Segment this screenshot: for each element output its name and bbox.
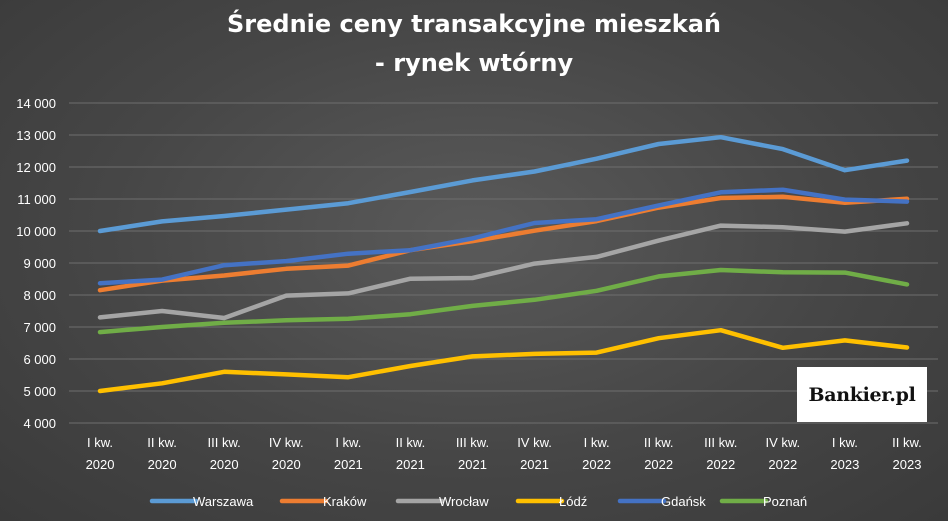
x-tick-label-quarter: I kw. — [832, 435, 858, 450]
series-line-łódź — [97, 327, 910, 394]
series-line-gdańsk — [97, 187, 910, 286]
series-line-poznań — [97, 267, 910, 335]
x-tick-label-year: 2020 — [148, 457, 177, 472]
series-line-wrocław — [97, 221, 910, 321]
x-tick-label-quarter: II kw. — [147, 435, 177, 450]
x-tick-label-year: 2021 — [520, 457, 549, 472]
bankier-logo: Bankier.pl — [797, 367, 927, 422]
y-tick-label: 4 000 — [23, 416, 56, 431]
legend: Warszawa Kraków Wrocław Łódź Gdańsk Poznań — [149, 494, 807, 509]
x-tick-label-quarter: III kw. — [208, 435, 241, 450]
x-tick-label-year: 2022 — [706, 457, 735, 472]
chart-title-line-1: Średnie ceny transakcyjne mieszkań — [227, 8, 721, 38]
y-tick-label: 5 000 — [23, 384, 56, 399]
x-tick-label-quarter: IV kw. — [269, 435, 304, 450]
x-tick-label-quarter: II kw. — [644, 435, 674, 450]
x-tick-label-quarter: II kw. — [396, 435, 426, 450]
y-tick-label: 9 000 — [23, 256, 56, 271]
x-tick-label-year: 2021 — [334, 457, 363, 472]
x-tick-label-quarter: IV kw. — [517, 435, 552, 450]
y-tick-label: 14 000 — [16, 96, 56, 111]
legend-label: Gdańsk — [661, 494, 706, 509]
x-tick-label-quarter: I kw. — [584, 435, 610, 450]
y-tick-label: 11 000 — [17, 192, 56, 207]
series-line-warszawa — [97, 134, 910, 234]
x-tick-label-year: 2022 — [644, 457, 673, 472]
y-tick-label: 7 000 — [23, 320, 56, 335]
y-tick-label: 12 000 — [16, 160, 56, 175]
series-lines — [97, 134, 910, 394]
legend-label: Warszawa — [193, 494, 254, 509]
series-line-kraków — [97, 194, 910, 293]
x-tick-label-year: 2020 — [86, 457, 115, 472]
x-tick-label-year: 2022 — [768, 457, 797, 472]
legend-label: Wrocław — [439, 494, 489, 509]
x-tick-label-year: 2021 — [396, 457, 425, 472]
y-tick-label: 8 000 — [23, 288, 56, 303]
bankier-logo-text: Bankier.pl — [808, 383, 916, 406]
x-axis-ticks: I kw. 2020 II kw. 2020 III kw. 2020 IV kw. 2020… — [86, 435, 922, 472]
y-tick-label: 13 000 — [16, 128, 56, 143]
x-tick-label-quarter: III kw. — [456, 435, 489, 450]
chart-title-line-2: - rynek wtórny — [375, 49, 574, 77]
legend-label: Poznań — [763, 494, 807, 509]
x-tick-label-quarter: IV kw. — [765, 435, 800, 450]
y-tick-label: 10 000 — [16, 224, 56, 239]
x-tick-label-quarter: III kw. — [704, 435, 737, 450]
x-tick-label-quarter: II kw. — [892, 435, 922, 450]
x-tick-label-year: 2023 — [893, 457, 922, 472]
legend-label: Kraków — [323, 494, 367, 509]
legend-label: Łódź — [559, 494, 587, 509]
x-tick-label-quarter: I kw. — [335, 435, 361, 450]
x-tick-label-year: 2022 — [582, 457, 611, 472]
x-tick-label-year: 2020 — [272, 457, 301, 472]
x-tick-label-year: 2023 — [830, 457, 859, 472]
y-axis-ticks: 4 000 5 000 6 000 7 000 8 000 9 000 10 000 11 0… — [16, 96, 56, 431]
x-tick-label-year: 2020 — [210, 457, 239, 472]
x-tick-label-quarter: I kw. — [87, 435, 113, 450]
gridlines — [69, 102, 938, 424]
y-tick-label: 6 000 — [23, 352, 56, 367]
x-tick-label-year: 2021 — [458, 457, 487, 472]
